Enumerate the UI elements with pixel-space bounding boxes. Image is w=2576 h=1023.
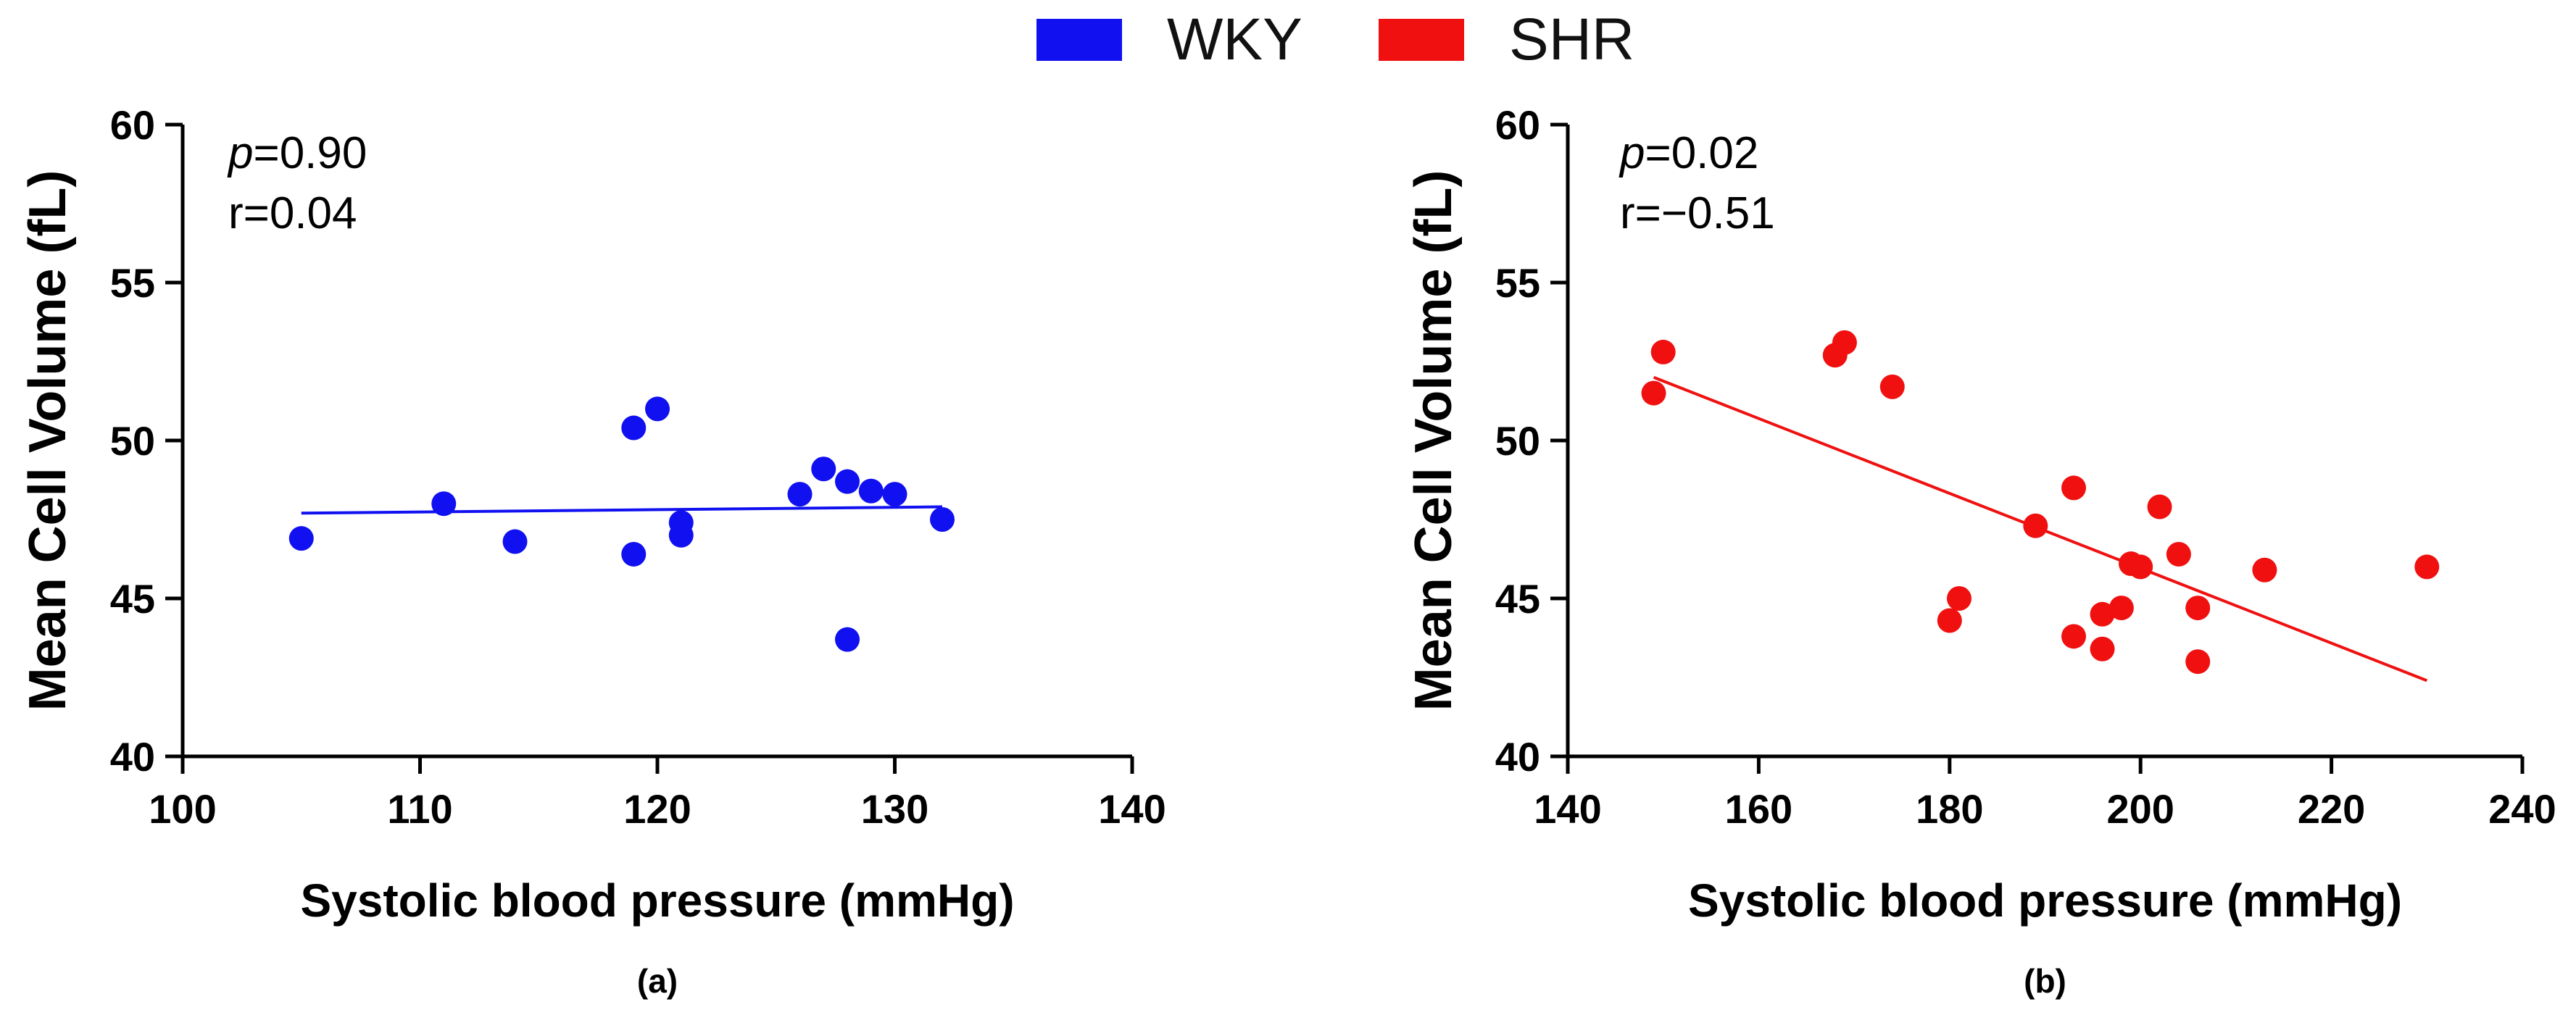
panel-a-y-tick-label: 45 [110,576,155,622]
panel-a-data-point [645,396,670,422]
legend-item-shr: SHR [1379,7,1634,72]
panel-b-data-point [2090,636,2115,661]
panel-b-y-tick-label: 55 [1495,260,1540,306]
panel-a-data-point [668,522,694,548]
legend-label-wky: WKY [1167,7,1302,72]
panel-b-x-tick-label: 220 [2298,786,2365,832]
panel-b-data-point [2023,513,2048,538]
panel-a-data-point [835,627,860,652]
panel-a-data-point [858,478,884,504]
panel-a-data-point [811,456,836,482]
panel-a-p-value: p=0.90 [227,128,367,178]
panel-a-data-point [787,482,813,507]
panel-b-x-axis-title: Systolic blood pressure (mmHg) [1688,874,2402,927]
panel-b-scatter-chart: 40 45 50 55 60 140 160 180 200 220 240 Systolic blo… [1405,102,2556,1000]
panel-b-data-point [2147,494,2172,519]
panel-a-x-tick-label: 110 [387,786,452,832]
panel-b-data-point [2061,624,2087,649]
panel-b-data-point [2252,557,2277,583]
panel-b-data-point [2061,475,2087,501]
panel-a-data-point [288,526,314,551]
panel-b-r-value: r=−0.51 [1620,188,1775,238]
panel-b-p-value: p=0.02 [1619,128,1758,178]
panel-a-data-point [930,507,955,532]
legend-swatch-shr [1379,19,1464,61]
panel-b-data-point [2128,554,2153,580]
panel-b-y-tick-label: 60 [1495,102,1540,148]
panel-b-p-symbol: p [1619,128,1645,178]
panel-a-y-tick-label: 40 [110,734,155,780]
legend: WKY SHR [0,0,2576,80]
panel-b-p-number: =0.02 [1645,128,1758,178]
panel-a-label: (a) [637,962,678,1000]
panel-b-y-tick-label: 45 [1495,576,1540,622]
panel-a-r-value: r=0.04 [228,188,357,238]
panel-b-data-point [1832,330,1857,355]
legend-item-wky: WKY [1036,7,1302,72]
panel-a-scatter-chart: 40 45 50 55 60 100 110 120 130 140 Systolic blood … [19,102,1166,1000]
panel-b-data-point [2108,596,2134,621]
panel-b-data-point [1937,608,1962,633]
panel-a-data-point [431,491,457,517]
panel-b-y-tick-label: 50 [1495,418,1540,464]
panel-a-x-axis-title: Systolic blood pressure (mmHg) [300,874,1014,927]
panel-a-data-point [882,482,907,507]
panel-b-label: (b) [2024,962,2066,1000]
panel-b-x-tick-label: 200 [2106,786,2174,832]
panel-a-x-tick-label: 100 [149,786,216,832]
panel-b-data-point [1946,586,1972,611]
panel-b-data-point [1879,374,1905,399]
legend-swatch-wky [1036,19,1122,61]
panel-a-data-point [835,469,860,494]
panel-b-data-point [1650,339,1676,364]
panel-a-x-tick-label: 120 [623,786,691,832]
panel-b-data-point [2090,601,2115,627]
panel-b-data-point [2185,649,2211,675]
panel-a-y-tick-label: 55 [110,260,155,306]
panel-a-y-tick-label: 60 [110,102,155,148]
panel-b-data-point [2414,554,2440,580]
panel-a-data-point [621,541,647,567]
panel-a-x-tick-label: 140 [1098,786,1166,832]
panel-a-p-symbol: p [227,128,253,178]
panel-b-x-tick-label: 180 [1916,786,1983,832]
panel-b-data-point [2185,596,2211,621]
panel-b-data-point [1641,380,1666,406]
legend-label-shr: SHR [1509,7,1635,72]
panel-b-x-tick-label: 240 [2488,786,2556,832]
panel-a-data-point [621,415,647,440]
panel-a-regression-line [301,505,943,515]
panel-a-p-number: =0.90 [253,128,367,178]
panel-b-y-tick-label: 40 [1495,734,1540,780]
panel-a-data-point [502,529,528,554]
panel-b-x-tick-label: 160 [1725,786,1792,832]
panel-a-y-tick-label: 50 [110,418,155,464]
panel-b-data-point [2166,541,2191,567]
panel-b-y-axis-title: Mean Cell Volume (fL) [1405,170,1463,711]
panel-a-x-tick-label: 130 [861,786,928,832]
panel-b-x-tick-label: 140 [1534,786,1601,832]
panel-a-y-axis-title: Mean Cell Volume (fL) [19,170,77,711]
